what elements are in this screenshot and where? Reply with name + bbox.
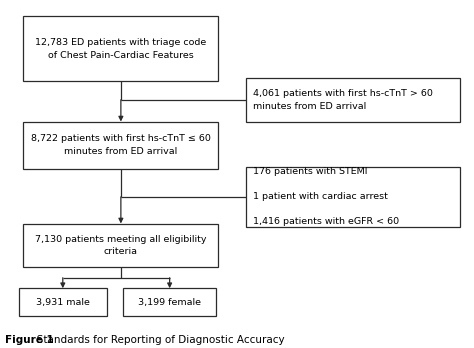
Text: 3,199 female: 3,199 female (138, 298, 201, 307)
Text: 4,061 patients with first hs-cTnT > 60
minutes from ED arrival: 4,061 patients with first hs-cTnT > 60 m… (253, 89, 433, 111)
Bar (246, 167, 460, 227)
Text: 3,931 male: 3,931 male (36, 298, 90, 307)
Bar (123, 288, 216, 316)
Text: 7,130 patients meeting all eligibility
criteria: 7,130 patients meeting all eligibility c… (35, 235, 207, 256)
Text: 8,722 patients with first hs-cTnT ≤ 60
minutes from ED arrival: 8,722 patients with first hs-cTnT ≤ 60 m… (31, 134, 211, 156)
Bar (23, 16, 219, 81)
Text: 12,783 ED patients with triage code
of Chest Pain-Cardiac Features: 12,783 ED patients with triage code of C… (35, 38, 207, 60)
Bar (23, 121, 219, 168)
Text: 176 patients with STEMI

1 patient with cardiac arrest

1,416 patients with eGFR: 176 patients with STEMI 1 patient with c… (253, 167, 400, 226)
Text: Figure 1: Figure 1 (5, 334, 54, 345)
Bar (246, 78, 460, 121)
Bar (18, 288, 107, 316)
Text: Standards for Reporting of Diagnostic Accuracy: Standards for Reporting of Diagnostic Ac… (27, 334, 285, 345)
Bar (23, 223, 219, 267)
